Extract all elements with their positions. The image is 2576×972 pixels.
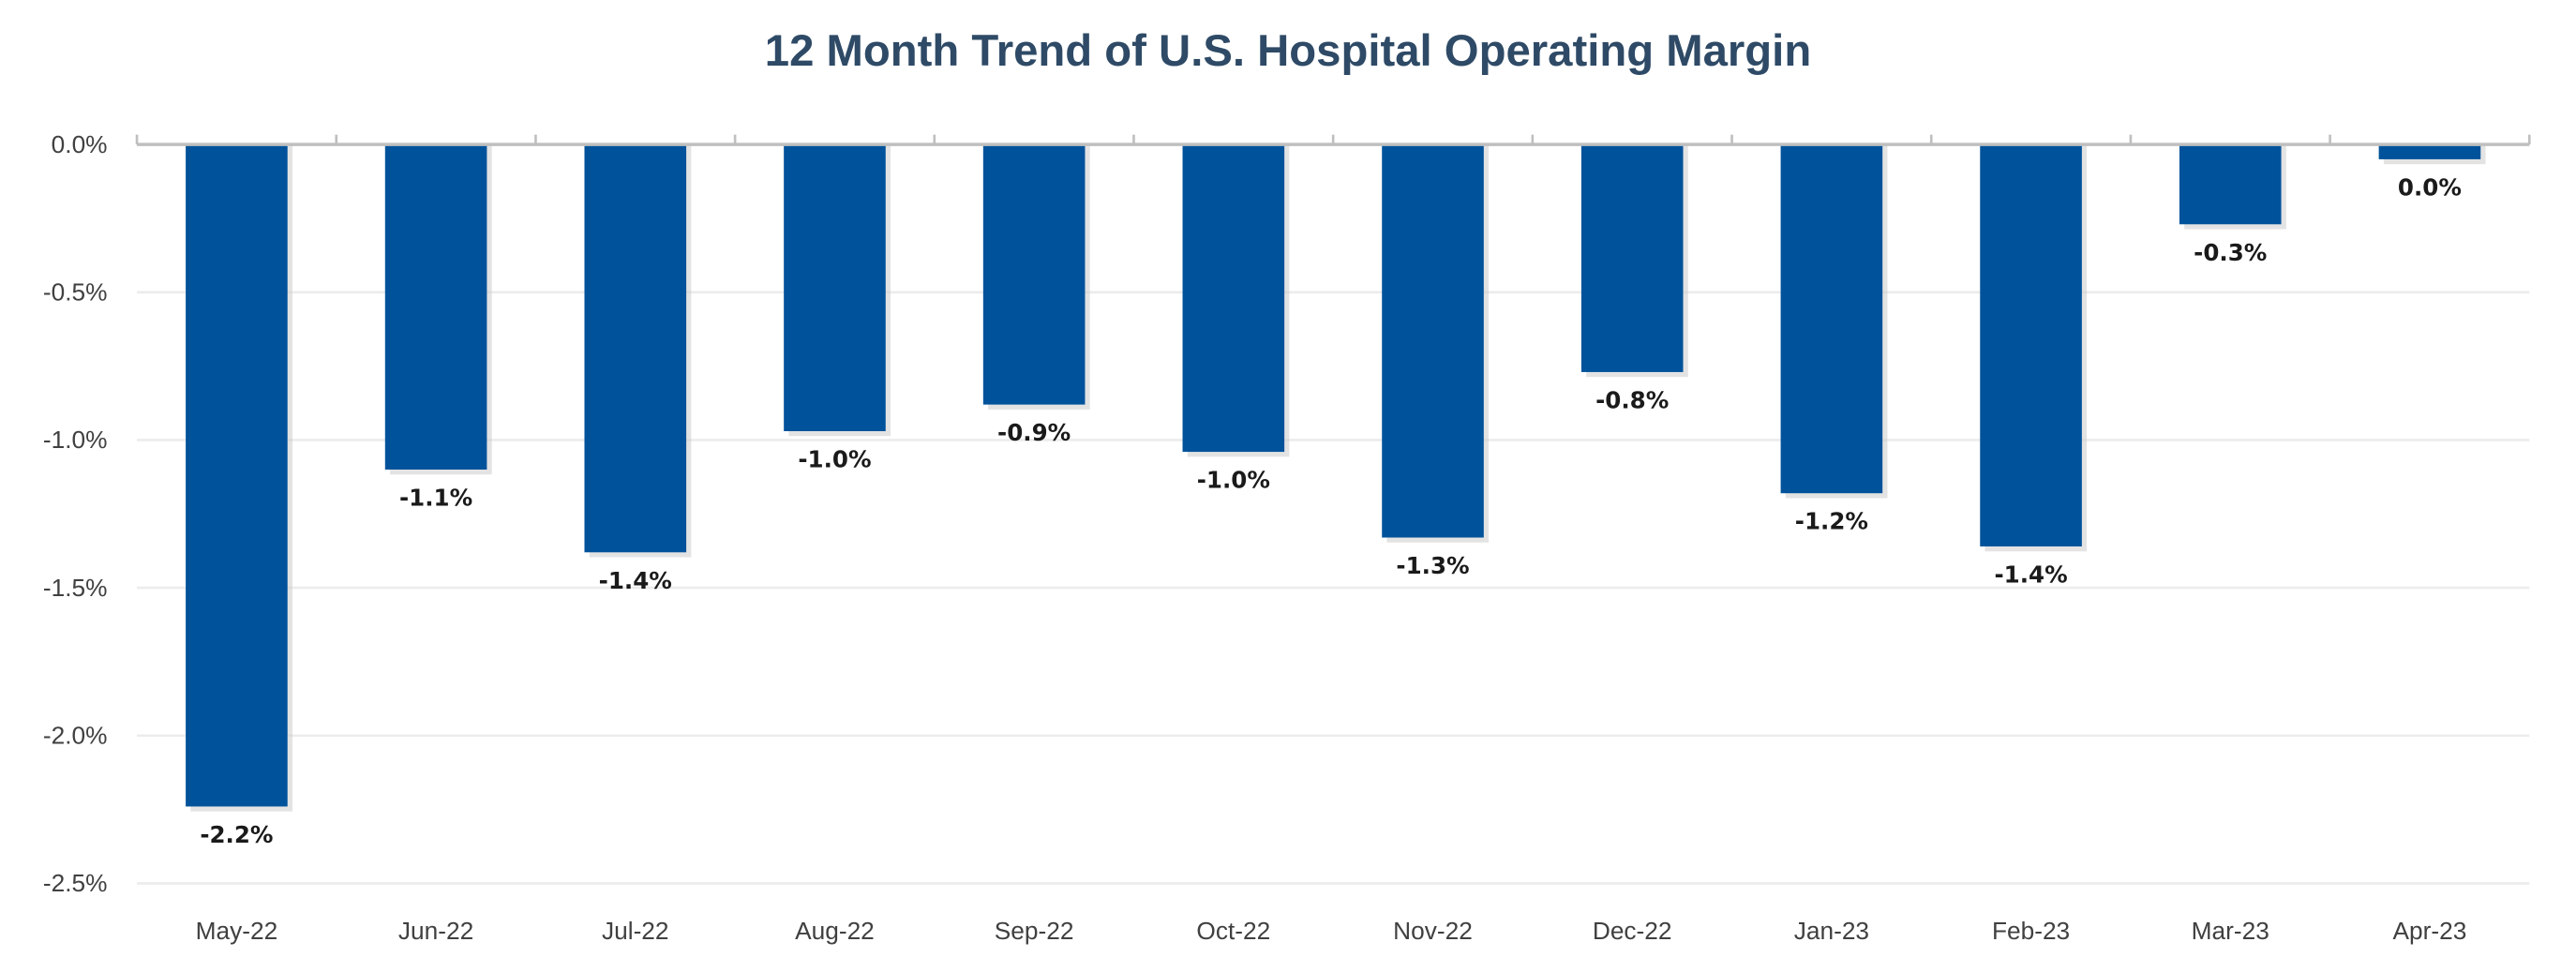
bar — [1382, 144, 1484, 538]
x-tick-label: Jun-22 — [398, 917, 473, 945]
bar — [2179, 144, 2282, 225]
y-tick-label: 0.0% — [52, 130, 108, 158]
data-label: -1.0% — [798, 446, 871, 473]
y-tick-label: -0.5% — [43, 278, 108, 307]
bar — [784, 144, 886, 431]
data-label: -1.4% — [599, 567, 672, 594]
bar — [982, 144, 1086, 405]
data-label: -1.4% — [1994, 561, 2067, 588]
data-label: 0.0% — [2398, 173, 2462, 201]
x-tick-label: Jul-22 — [602, 917, 669, 945]
chart-title: 12 Month Trend of U.S. Hospital Operatin… — [765, 26, 1811, 76]
x-tick-label: Apr-23 — [2393, 917, 2467, 945]
data-label: -1.0% — [1197, 467, 1270, 494]
data-label: -0.9% — [997, 419, 1071, 446]
x-tick-label: Jan-23 — [1794, 917, 1869, 945]
x-tick-label: Nov-22 — [1393, 917, 1473, 945]
x-tick-label: Sep-22 — [995, 917, 1074, 945]
data-label: -1.1% — [399, 485, 472, 512]
x-tick-label: Dec-22 — [1593, 917, 1672, 945]
y-tick-label: -1.0% — [43, 426, 108, 454]
x-tick-label: Mar-23 — [2192, 917, 2269, 945]
bar — [1980, 144, 2082, 546]
bar — [1580, 144, 1684, 372]
bar — [1182, 144, 1285, 453]
bar — [2378, 144, 2481, 159]
y-tick-label: -1.5% — [43, 574, 108, 602]
y-tick-label: -2.5% — [43, 869, 108, 897]
data-label: -0.3% — [2194, 239, 2267, 266]
bar — [384, 144, 487, 470]
x-tick-label: Aug-22 — [795, 917, 875, 945]
x-tick-label: Feb-23 — [1992, 917, 2070, 945]
bar — [186, 144, 288, 807]
y-tick-label: -2.0% — [43, 722, 108, 750]
x-tick-label: Oct-22 — [1196, 917, 1270, 945]
data-label: -1.2% — [1795, 508, 1868, 535]
data-label: -2.2% — [200, 821, 273, 848]
data-label: -0.8% — [1595, 386, 1669, 413]
data-label: -1.3% — [1396, 552, 1469, 579]
x-tick-label: May-22 — [196, 917, 278, 945]
bar — [584, 144, 687, 553]
bar — [1780, 144, 1883, 494]
